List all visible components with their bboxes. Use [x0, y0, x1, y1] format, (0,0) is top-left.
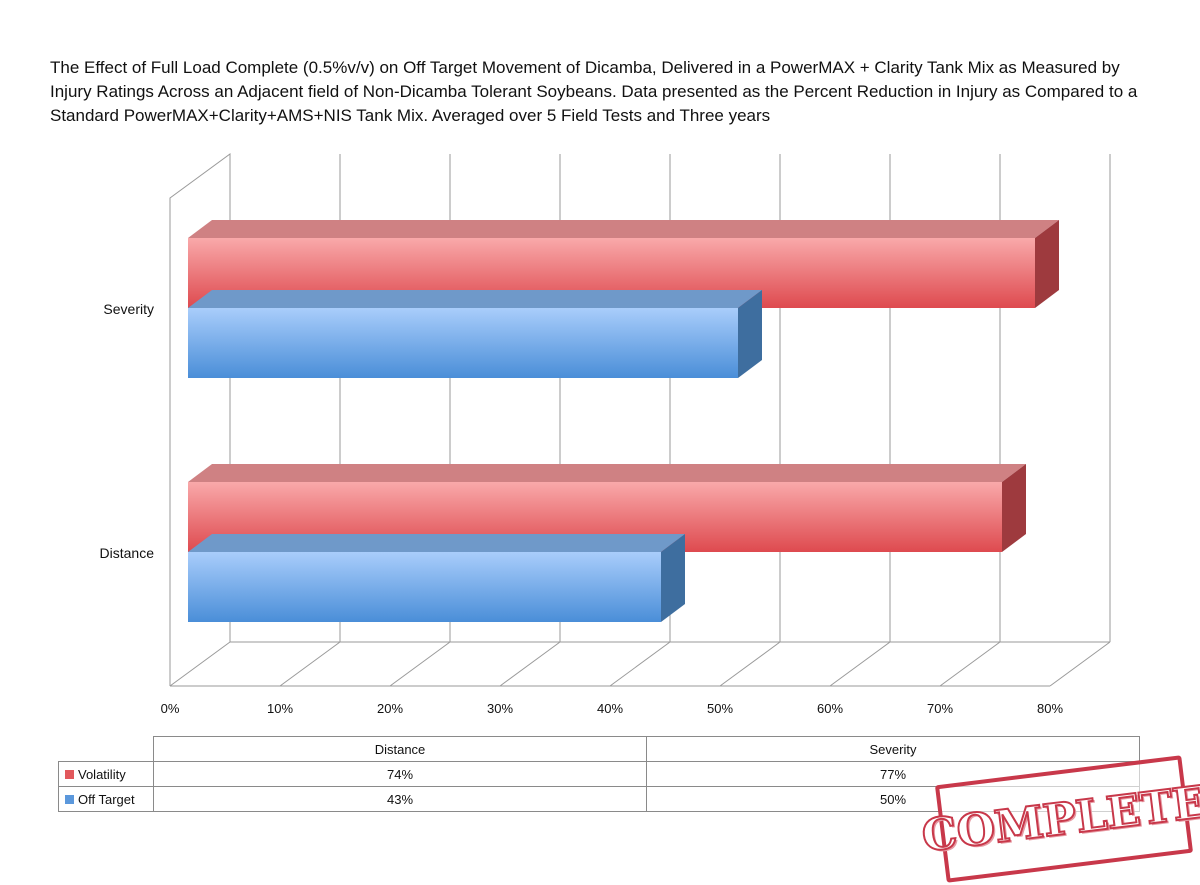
x-tick-label-7: 70% [927, 701, 953, 716]
table-header-distance: Distance [153, 736, 647, 762]
bar-off-target-distance [188, 552, 661, 622]
chart-title: The Effect of Full Load Complete (0.5%v/… [50, 58, 1138, 125]
floor-line-2 [389, 641, 451, 687]
bar-off-target-severity-side [738, 290, 762, 378]
cell-volatility-distance: 74% [153, 761, 647, 787]
x-tick-label-5: 50% [707, 701, 733, 716]
bar-off-target-distance-side [661, 534, 685, 622]
bar-off-target-severity [188, 308, 738, 378]
legend-off-target: Off Target [58, 786, 154, 812]
cell-off-target-distance: 43% [153, 786, 647, 812]
legend-volatility: Volatility [58, 761, 154, 787]
floor-line-0 [169, 641, 231, 687]
stamp-text: COMPLETE [918, 775, 1200, 862]
category-label-severity: Severity [103, 301, 154, 317]
floor-line-5 [719, 641, 781, 687]
table-header-row: Distance Severity [59, 736, 1140, 762]
x-tick-label-2: 20% [377, 701, 403, 716]
floor-line-8 [1049, 641, 1111, 687]
floor-line-6 [829, 641, 891, 687]
bar-volatility-severity-side [1035, 220, 1059, 308]
x-tick-label-8: 80% [1037, 701, 1063, 716]
volatility-swatch [65, 769, 74, 779]
floor-line-4 [609, 641, 671, 687]
x-tick-label-0: 0% [161, 701, 180, 716]
floor-line-1 [279, 641, 341, 687]
axis-labels: Distance Severity 0% 10% 20% 30% 40% 50% 60% 70% 8… [100, 301, 1064, 716]
floor-line-7 [939, 641, 1001, 687]
table-header-severity: Severity [646, 736, 1140, 762]
x-tick-label-4: 40% [597, 701, 623, 716]
x-tick-label-3: 30% [487, 701, 513, 716]
bar-volatility-distance-side [1002, 464, 1026, 552]
floor-line-3 [499, 641, 561, 687]
bar-volatility-severity-top [188, 220, 1059, 238]
legend-volatility-label: Volatility [78, 766, 126, 782]
bar-off-target-severity-top [188, 290, 762, 308]
category-label-distance: Distance [100, 545, 155, 561]
bars [188, 220, 1059, 622]
bar-off-target-distance-top [188, 534, 685, 552]
x-tick-label-1: 10% [267, 701, 293, 716]
off-target-swatch [65, 794, 74, 804]
x-tick-label-6: 60% [817, 701, 843, 716]
bar-volatility-distance-top [188, 464, 1026, 482]
legend-off-target-label: Off Target [78, 791, 135, 807]
